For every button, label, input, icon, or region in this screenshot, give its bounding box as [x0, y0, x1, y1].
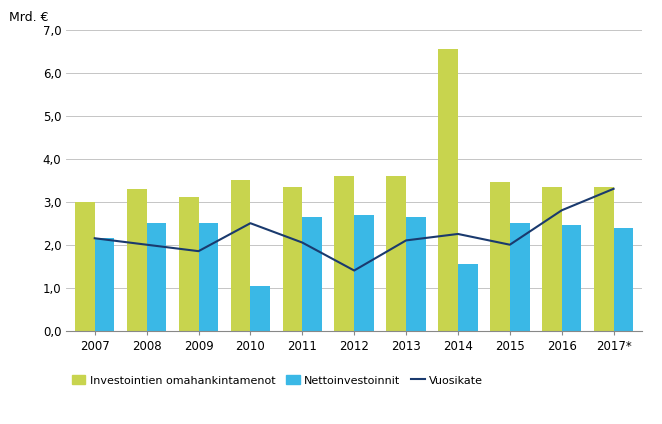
- Bar: [542, 187, 562, 331]
- Bar: [387, 176, 406, 331]
- Bar: [490, 182, 510, 331]
- Bar: [614, 228, 634, 331]
- Legend: Investointien omahankintamenot, Nettoinvestoinnit, Vuosikate: Investointien omahankintamenot, Nettoinv…: [71, 375, 483, 385]
- Bar: [199, 223, 218, 331]
- Bar: [354, 215, 374, 331]
- Y-axis label: Mrd. €: Mrd. €: [9, 11, 48, 24]
- Bar: [230, 180, 250, 331]
- Bar: [75, 202, 95, 331]
- Bar: [146, 223, 166, 331]
- Bar: [458, 264, 478, 331]
- Bar: [250, 286, 270, 331]
- Bar: [594, 187, 614, 331]
- Bar: [562, 226, 581, 331]
- Bar: [179, 198, 199, 331]
- Bar: [127, 189, 146, 331]
- Bar: [95, 238, 115, 331]
- Bar: [303, 217, 322, 331]
- Bar: [510, 223, 530, 331]
- Bar: [438, 49, 458, 331]
- Bar: [334, 176, 354, 331]
- Bar: [283, 187, 303, 331]
- Bar: [406, 217, 426, 331]
